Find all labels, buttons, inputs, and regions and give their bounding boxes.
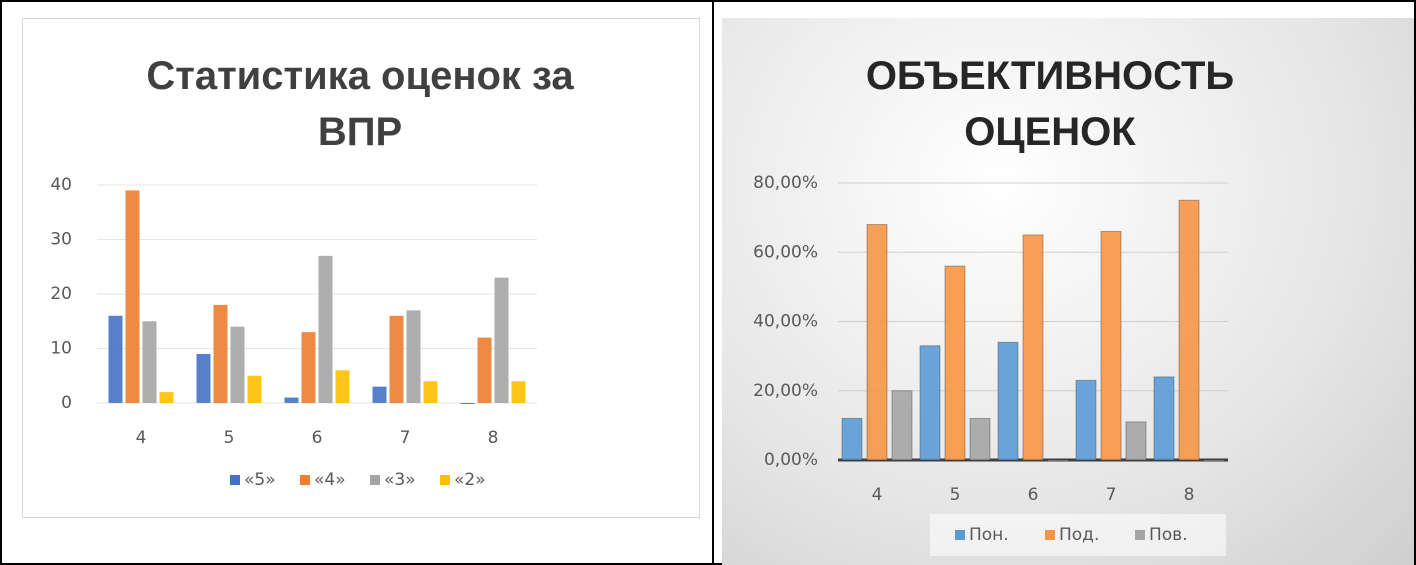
bar	[423, 381, 438, 403]
legend-label: Пов.	[1149, 525, 1188, 545]
legend-swatch	[300, 475, 310, 485]
legend-label: «4»	[314, 470, 346, 490]
bar	[284, 397, 299, 403]
chart-title: ОБЪЕКТИВНОСТЬ ОЦЕНОК	[865, 54, 1235, 154]
bar	[213, 304, 228, 403]
x-tick-label: 4	[872, 485, 883, 505]
bar	[1178, 199, 1200, 461]
bar	[142, 321, 157, 403]
x-tick-label: 6	[312, 428, 323, 448]
bar	[460, 403, 475, 404]
chart-title: Статистика оценок за ВПР	[146, 54, 574, 154]
bar	[1125, 421, 1147, 461]
x-tick-label: 5	[950, 485, 961, 505]
legend-label: Пон.	[969, 525, 1009, 545]
legend-swatch	[440, 475, 450, 485]
y-tick-label: 40	[50, 175, 72, 195]
legend-label: «5»	[244, 470, 276, 490]
bar	[477, 337, 492, 403]
y-tick-label: 0	[61, 393, 72, 413]
bar	[997, 341, 1019, 461]
bar	[919, 345, 941, 461]
y-tick-label: 30	[50, 230, 72, 250]
y-tick-label: 40,00%	[753, 312, 818, 332]
x-tick-label: 7	[400, 428, 411, 448]
y-tick-label: 20	[50, 284, 72, 304]
bar	[108, 315, 123, 403]
bar	[230, 326, 245, 403]
bar	[389, 315, 404, 403]
table-cell	[0, 0, 714, 565]
x-tick-label: 8	[1184, 485, 1195, 505]
bar	[1203, 459, 1225, 462]
legend-box	[930, 514, 1226, 556]
x-tick-label: 6	[1028, 485, 1039, 505]
y-tick-label: 0,00%	[764, 450, 818, 470]
legend-swatch	[1045, 530, 1055, 540]
bar	[335, 370, 350, 403]
y-tick-label: 20,00%	[753, 381, 818, 401]
bar	[406, 310, 421, 403]
y-tick-label: 10	[50, 339, 72, 359]
legend-label: «3»	[384, 470, 416, 490]
bar	[159, 392, 174, 403]
legend-swatch	[230, 475, 240, 485]
legend-swatch	[370, 475, 380, 485]
legend-swatch	[955, 530, 965, 540]
bar	[1075, 379, 1097, 461]
bar	[866, 224, 888, 461]
bar	[1047, 459, 1069, 462]
x-tick-label: 7	[1106, 485, 1117, 505]
legend-swatch	[1135, 530, 1145, 540]
bar	[944, 265, 966, 461]
bar	[196, 353, 211, 403]
x-tick-label: 5	[224, 428, 235, 448]
bar	[494, 277, 509, 403]
bar	[969, 417, 991, 461]
bar	[841, 417, 863, 461]
chart-area	[722, 18, 1414, 565]
bar	[891, 390, 913, 461]
bar	[125, 190, 140, 403]
y-tick-label: 60,00%	[753, 242, 818, 262]
bar	[247, 375, 262, 403]
legend-label: «2»	[454, 470, 486, 490]
bar	[318, 255, 333, 403]
bar	[1022, 234, 1044, 461]
bar	[511, 381, 526, 403]
x-tick-label: 4	[136, 428, 147, 448]
bar	[301, 332, 316, 403]
bar	[1153, 376, 1175, 461]
bar	[372, 386, 387, 403]
bar	[1100, 230, 1122, 461]
y-tick-label: 80,00%	[753, 173, 818, 193]
x-tick-label: 8	[488, 428, 499, 448]
legend-label: Под.	[1059, 525, 1099, 545]
